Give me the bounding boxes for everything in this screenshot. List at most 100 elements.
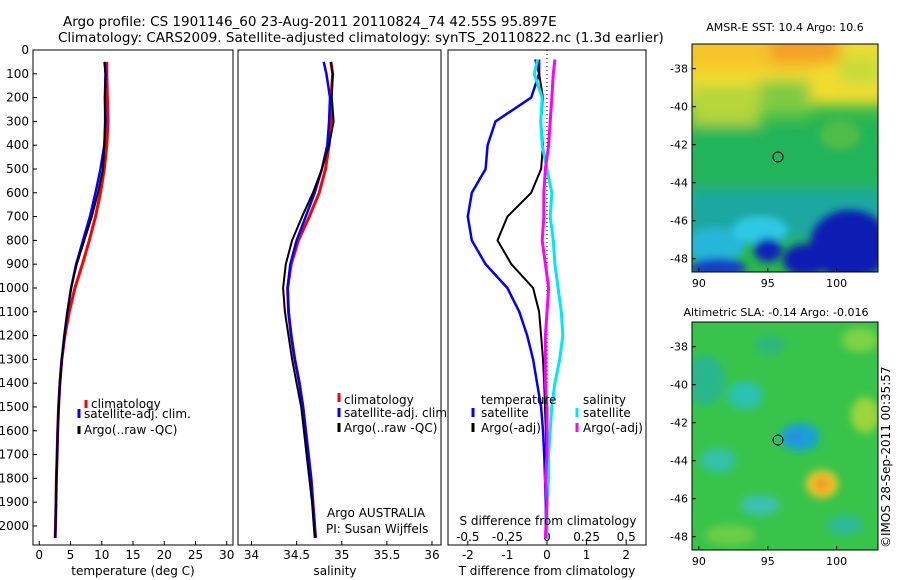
- depth-tick-label: 600: [6, 186, 29, 200]
- depth-tick-label: 0: [21, 43, 29, 57]
- profile-line: [286, 61, 332, 538]
- profile-line: [532, 59, 565, 538]
- argo-institution-note: Argo AUSTRALIA: [327, 506, 426, 520]
- difference-profiles: [466, 59, 565, 538]
- depth-axis-ticks: 0 100 200 300 400 500 600 700 800 900 1000 1100 1200…: [0, 43, 37, 533]
- lon-tick-label: 95: [761, 555, 775, 568]
- legend-label-climatology: climatology: [344, 393, 414, 407]
- temperature-tick-label: 30: [219, 548, 234, 562]
- temperature-axis-label: temperature (deg C): [71, 564, 194, 578]
- depth-tick-label: 1800: [0, 471, 29, 485]
- salinity-tick-label: 35: [334, 548, 349, 562]
- lat-tick-label: -48: [670, 531, 688, 544]
- lon-tick-label: 100: [826, 277, 847, 290]
- sst-map-ticks: 90 95 100 -38 -40 -42 -44 -46 -48: [670, 63, 847, 290]
- sst-map-frame: [691, 43, 879, 273]
- s-difference-tick-label: 0.25: [573, 530, 600, 544]
- depth-tick-label: 2000: [0, 519, 29, 533]
- profile-line: [540, 59, 557, 538]
- s-difference-tick-label: -0.5: [456, 530, 479, 544]
- legend-label-argo: Argo(..raw -QC): [84, 423, 177, 437]
- salinity-axes-frame: [237, 49, 442, 546]
- temperature-legend: climatology satellite-adj. clim. Argo(..…: [77, 397, 191, 437]
- temperature-panel: 0100200300400500600700800900100011001200…: [0, 43, 234, 578]
- salinity-tick-label: 34: [244, 548, 259, 562]
- t-difference-tick-label: 0: [543, 548, 551, 562]
- legend-label-satellite: satellite-adj. clim.: [344, 406, 451, 420]
- salinity-legend: climatology satellite-adj. clim. Argo(..…: [337, 393, 451, 435]
- temperature-axis-ticks: 0 5 10 15 20 25 30: [35, 541, 234, 562]
- profile-line: [466, 59, 548, 538]
- legend-label-argo: Argo(..raw -QC): [344, 421, 437, 435]
- salinity-axis-label: salinity: [313, 564, 356, 578]
- salinity-profiles: [282, 61, 335, 539]
- lat-tick-label: -44: [670, 455, 688, 468]
- credit-timestamp: ©IMOS 28-Sep-2011 00:35:57: [879, 366, 893, 548]
- lon-tick-label: 100: [826, 555, 847, 568]
- depth-tick-label: 1000: [0, 281, 29, 295]
- temperature-tick-label: 15: [125, 548, 140, 562]
- lat-tick-label: -38: [670, 63, 688, 76]
- lat-tick-label: -42: [670, 139, 688, 152]
- legend-header-salinity: salinity: [583, 393, 626, 407]
- legend-label-climatology: climatology: [91, 397, 161, 411]
- depth-tick-label: 500: [6, 162, 29, 176]
- lat-tick-label: -40: [670, 101, 688, 114]
- salinity-tick-label: 35.5: [374, 548, 401, 562]
- temperature-tick-label: 25: [188, 548, 203, 562]
- s-difference-axis-label: S difference from climatology: [460, 514, 637, 528]
- argo-position-marker: [772, 151, 784, 163]
- legend-label-s-argo: Argo(-adj): [583, 421, 643, 435]
- lon-tick-label: 90: [692, 277, 706, 290]
- lat-tick-label: -48: [670, 253, 688, 266]
- temperature-axes-frame: [32, 49, 234, 546]
- lat-tick-label: -42: [670, 417, 688, 430]
- depth-tick-label: 300: [6, 114, 29, 128]
- temperature-profiles: [53, 61, 110, 538]
- depth-tick-label: 400: [6, 138, 29, 152]
- depth-tick-label: 1500: [0, 400, 29, 414]
- t-difference-tick-label: 1: [583, 548, 591, 562]
- legend-header-temperature: temperature: [481, 393, 556, 407]
- depth-tick-label: 200: [6, 91, 29, 105]
- lon-tick-label: 95: [761, 277, 775, 290]
- sla-map-frame: [691, 321, 879, 551]
- sla-field: [692, 322, 878, 550]
- s-difference-axis-ticks: -0.5 -0.25 0 0.25 0.5: [456, 530, 636, 544]
- t-difference-tick-label: -2: [462, 548, 474, 562]
- legend-label-t-argo: Argo(-adj): [481, 421, 541, 435]
- depth-tick-label: 100: [6, 67, 29, 81]
- salinity-axis-ticks: 34 34.5 35 35.5 36: [244, 541, 440, 562]
- argo-pi-note: PI: Susan Wijffels: [326, 522, 428, 536]
- depth-tick-label: 1400: [0, 376, 29, 390]
- s-difference-tick-label: 0.5: [617, 530, 636, 544]
- temperature-tick-label: 5: [67, 548, 75, 562]
- sla-map-ticks: 90 95 100 -38 -40 -42 -44 -46 -48: [670, 341, 847, 568]
- sst-field: [692, 44, 878, 272]
- lat-tick-label: -38: [670, 341, 688, 354]
- sla-map: Altimetric SLA: -0.14 Argo: -0.016 90 9: [670, 306, 879, 568]
- difference-panel: -2 -1 0 1 2 -0.5 -0.25 0 0.25 0.5 S difference f…: [447, 49, 647, 578]
- depth-tick-label: 1700: [0, 448, 29, 462]
- sst-map: AMSR-E SST: 10.4 Argo: 10.6: [670, 21, 879, 290]
- t-difference-tick-label: 2: [622, 548, 630, 562]
- figure-title-line2: Climatology: CARS2009. Satellite-adjuste…: [58, 30, 664, 46]
- depth-tick-label: 700: [6, 210, 29, 224]
- argo-position-marker: [772, 434, 784, 446]
- depth-tick-label: 1300: [0, 352, 29, 366]
- salinity-tick-label: 36: [424, 548, 439, 562]
- depth-tick-label: 1100: [0, 305, 29, 319]
- profile-line: [54, 61, 107, 538]
- legend-label-satellite: satellite-adj. clim.: [84, 407, 191, 421]
- depth-tick-label: 900: [6, 257, 29, 271]
- figure-title-line1: Argo profile: CS 1901146_60 23-Aug-2011 …: [63, 14, 557, 30]
- t-difference-tick-label: -1: [501, 548, 513, 562]
- temperature-tick-label: 20: [157, 548, 172, 562]
- salinity-tick-label: 34.5: [283, 548, 310, 562]
- temperature-tick-label: 10: [94, 548, 109, 562]
- s-difference-tick-label: -0.25: [492, 530, 523, 544]
- difference-legend: temperature satellite Argo(-adj) salinit…: [471, 393, 643, 435]
- profile-line: [282, 61, 335, 538]
- depth-tick-label: 1900: [0, 495, 29, 509]
